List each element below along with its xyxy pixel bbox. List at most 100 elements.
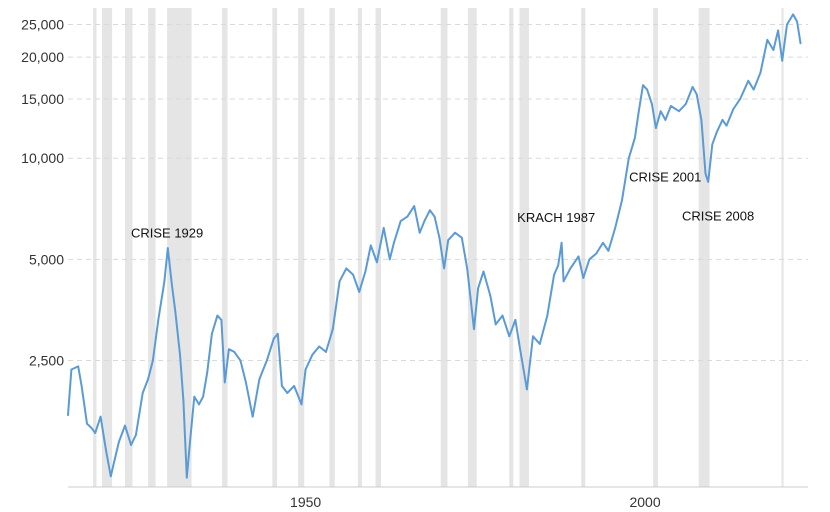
data-point — [418, 231, 421, 234]
data-point — [678, 110, 680, 113]
data-point — [508, 335, 511, 338]
data-point — [700, 119, 703, 121]
data-point — [109, 475, 112, 478]
data-point — [276, 332, 279, 335]
data-point — [124, 424, 126, 427]
data-point — [311, 353, 314, 356]
recession-band — [272, 8, 278, 487]
data-point — [501, 314, 504, 317]
data-point — [664, 119, 667, 121]
data-point — [777, 29, 780, 32]
data-point — [691, 86, 694, 88]
data-point — [198, 403, 200, 406]
data-point — [239, 359, 242, 362]
data-point — [454, 231, 456, 234]
recession-band — [509, 8, 514, 487]
data-point — [633, 136, 636, 139]
data-point — [438, 236, 441, 239]
gridlines — [68, 24, 808, 361]
data-point — [67, 414, 69, 416]
recession-band — [125, 8, 133, 487]
data-point — [614, 227, 617, 229]
data-point — [375, 261, 378, 264]
series-line — [67, 13, 802, 479]
data-point — [147, 378, 150, 380]
data-point — [588, 258, 591, 261]
y-tick-label: 5,000 — [29, 251, 64, 267]
data-point — [650, 103, 653, 105]
data-point — [781, 59, 784, 62]
data-point — [413, 205, 416, 208]
y-tick-label: 15,000 — [21, 91, 64, 107]
data-point — [799, 42, 802, 45]
data-point — [428, 209, 431, 212]
data-point — [796, 20, 799, 23]
data-point — [443, 267, 446, 270]
data-point — [113, 460, 116, 463]
data-point — [423, 220, 426, 222]
data-point — [466, 267, 469, 270]
data-point — [772, 49, 775, 51]
data-point — [286, 392, 289, 394]
data-point — [669, 105, 672, 107]
data-point — [258, 378, 261, 380]
data-point — [447, 239, 450, 242]
data-point — [185, 476, 188, 479]
data-point — [562, 280, 565, 283]
data-point — [170, 283, 173, 286]
data-point — [519, 348, 522, 351]
data-point — [77, 365, 80, 368]
data-point — [193, 395, 196, 398]
data-point — [627, 157, 630, 160]
data-point — [557, 264, 560, 267]
data-point — [388, 258, 391, 261]
data-point — [494, 323, 497, 326]
data-point — [94, 432, 97, 434]
data-point — [433, 215, 436, 218]
data-point — [90, 427, 93, 430]
data-point — [786, 23, 788, 26]
data-point — [655, 127, 657, 129]
data-point — [739, 98, 742, 100]
data-point — [189, 439, 192, 441]
recession-bands — [93, 8, 784, 487]
data-point — [338, 280, 341, 283]
recession-band — [357, 8, 362, 487]
recession-band — [440, 8, 448, 487]
data-point — [223, 381, 226, 384]
recession-band — [467, 8, 477, 487]
recession-band — [781, 8, 784, 487]
data-point — [179, 353, 181, 356]
data-point — [392, 241, 395, 244]
data-point — [577, 255, 580, 258]
annotations: CRISE 1929 KRACH 1987 CRISE 2001 CRISE 2008 — [131, 170, 754, 241]
data-point — [220, 319, 223, 321]
data-point — [716, 130, 718, 133]
data-point — [99, 415, 102, 418]
recession-band — [148, 8, 156, 487]
annotation-label: CRISE 2001 — [629, 170, 701, 185]
y-tick-label: 20,000 — [21, 49, 64, 65]
recession-band — [698, 8, 710, 487]
data-point — [482, 270, 485, 273]
data-point — [704, 172, 707, 175]
data-point — [707, 181, 710, 183]
data-point — [595, 252, 598, 255]
data-point — [266, 359, 268, 362]
recession-band — [519, 8, 529, 487]
data-point — [80, 384, 83, 387]
recession-band — [167, 8, 192, 487]
data-point — [157, 319, 160, 321]
data-point — [538, 343, 541, 345]
x-axis-labels: 1950 2000 — [290, 494, 661, 510]
data-point — [134, 434, 137, 436]
data-point — [711, 143, 714, 146]
data-point — [244, 381, 247, 384]
series-group — [67, 13, 802, 479]
data-point — [331, 328, 334, 330]
data-point — [406, 215, 409, 218]
data-point — [233, 351, 236, 353]
data-point — [70, 368, 73, 371]
recession-band — [581, 8, 586, 487]
